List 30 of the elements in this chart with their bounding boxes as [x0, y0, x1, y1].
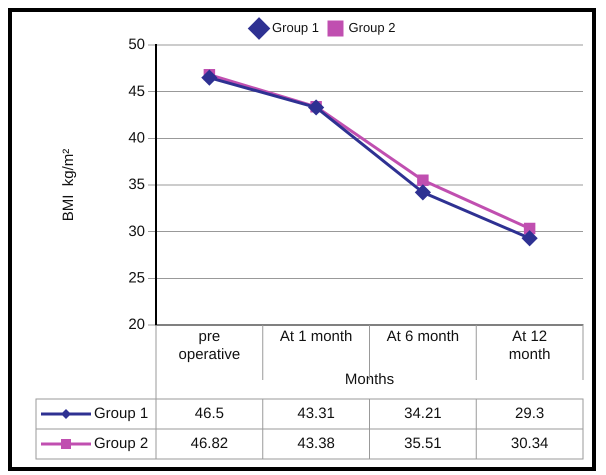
text: Group 2	[94, 435, 148, 452]
data-label: 34.21	[404, 405, 442, 422]
data-label: 43.31	[297, 405, 335, 422]
point	[522, 230, 538, 246]
x-tick-label: pre operative	[178, 328, 240, 364]
data-label: 46.82	[190, 435, 228, 452]
y-tick-label: 50	[128, 36, 145, 54]
y-tick-label: 25	[128, 269, 145, 286]
data-label: 30.34	[510, 435, 548, 452]
y-tick-label: 30	[128, 222, 145, 240]
y-tick-label: 40	[128, 129, 145, 146]
legend-label: Group 1	[272, 20, 320, 36]
legend-label: Group 2	[348, 20, 396, 36]
point	[202, 70, 217, 86]
x-tick-label: At 6 month	[386, 328, 460, 346]
point	[415, 184, 430, 200]
x-tick-label: At 12 month	[508, 328, 550, 364]
y-tick-label: 35	[128, 176, 145, 194]
point	[524, 222, 536, 234]
point	[417, 174, 429, 186]
x-tick-label: At 1 month	[280, 328, 352, 346]
data-label: 29.3	[515, 405, 544, 422]
y-axis-title: BMI kg/m²	[60, 148, 78, 222]
x-axis-title: Months	[344, 371, 394, 388]
data-label: 43.38	[297, 435, 335, 452]
text: Group 1	[94, 405, 148, 422]
y-tick-label: 45	[128, 82, 145, 100]
data-label: 46.5	[194, 405, 224, 422]
y-tick-label: 20	[128, 316, 145, 334]
data-label: 35.51	[404, 435, 442, 452]
